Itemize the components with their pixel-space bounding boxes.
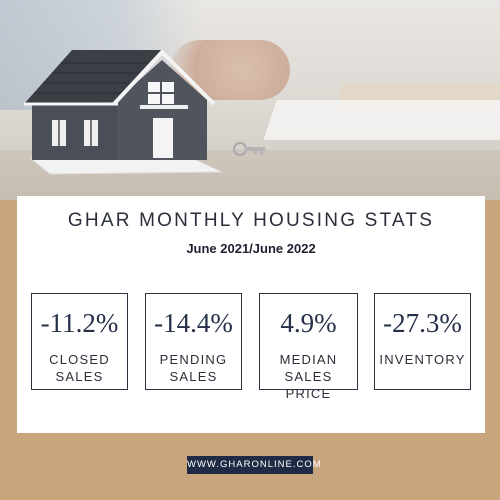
stat-label-line: CLOSED (49, 352, 110, 367)
hero-photo (0, 0, 500, 200)
stat-label: PENDING SALES (146, 351, 241, 385)
stat-inventory: -27.3% INVENTORY (374, 293, 471, 390)
stat-label-line: SALES PRICE (284, 369, 333, 401)
stat-label: INVENTORY (375, 351, 470, 368)
website-link[interactable]: WWW.GHARONLINE.COM (187, 456, 321, 474)
date-range: June 2021/June 2022 (186, 241, 316, 256)
stat-label-line: MEDIAN (279, 352, 338, 367)
stat-label: CLOSED SALES (32, 351, 127, 385)
house-model-icon (24, 49, 222, 175)
stat-value: -27.3% (383, 308, 462, 338)
stat-value: -14.4% (154, 308, 233, 338)
stats-row: -11.2% CLOSED SALES -14.4% PENDING SALES… (31, 293, 471, 401)
stat-label-line: INVENTORY (379, 352, 466, 367)
stat-label-line: PENDING (159, 352, 228, 367)
paper-sheet (263, 100, 500, 140)
stat-value: 4.9% (280, 308, 337, 338)
stats-card: GHAR MONTHLY HOUSING STATS June 2021/Jun… (17, 196, 485, 433)
stat-label-line: SALES (169, 369, 218, 384)
stat-label-line: SALES (55, 369, 104, 384)
stat-closed-sales: -11.2% CLOSED SALES (31, 293, 128, 390)
stat-median-sales-price: 4.9% MEDIAN SALES PRICE (259, 293, 358, 401)
page-title: GHAR MONTHLY HOUSING STATS (67, 210, 435, 231)
stat-pending-sales: -14.4% PENDING SALES (145, 293, 242, 390)
stat-label: MEDIAN SALES PRICE (260, 351, 357, 402)
stat-value: -11.2% (40, 308, 119, 338)
keys-icon (233, 142, 265, 156)
